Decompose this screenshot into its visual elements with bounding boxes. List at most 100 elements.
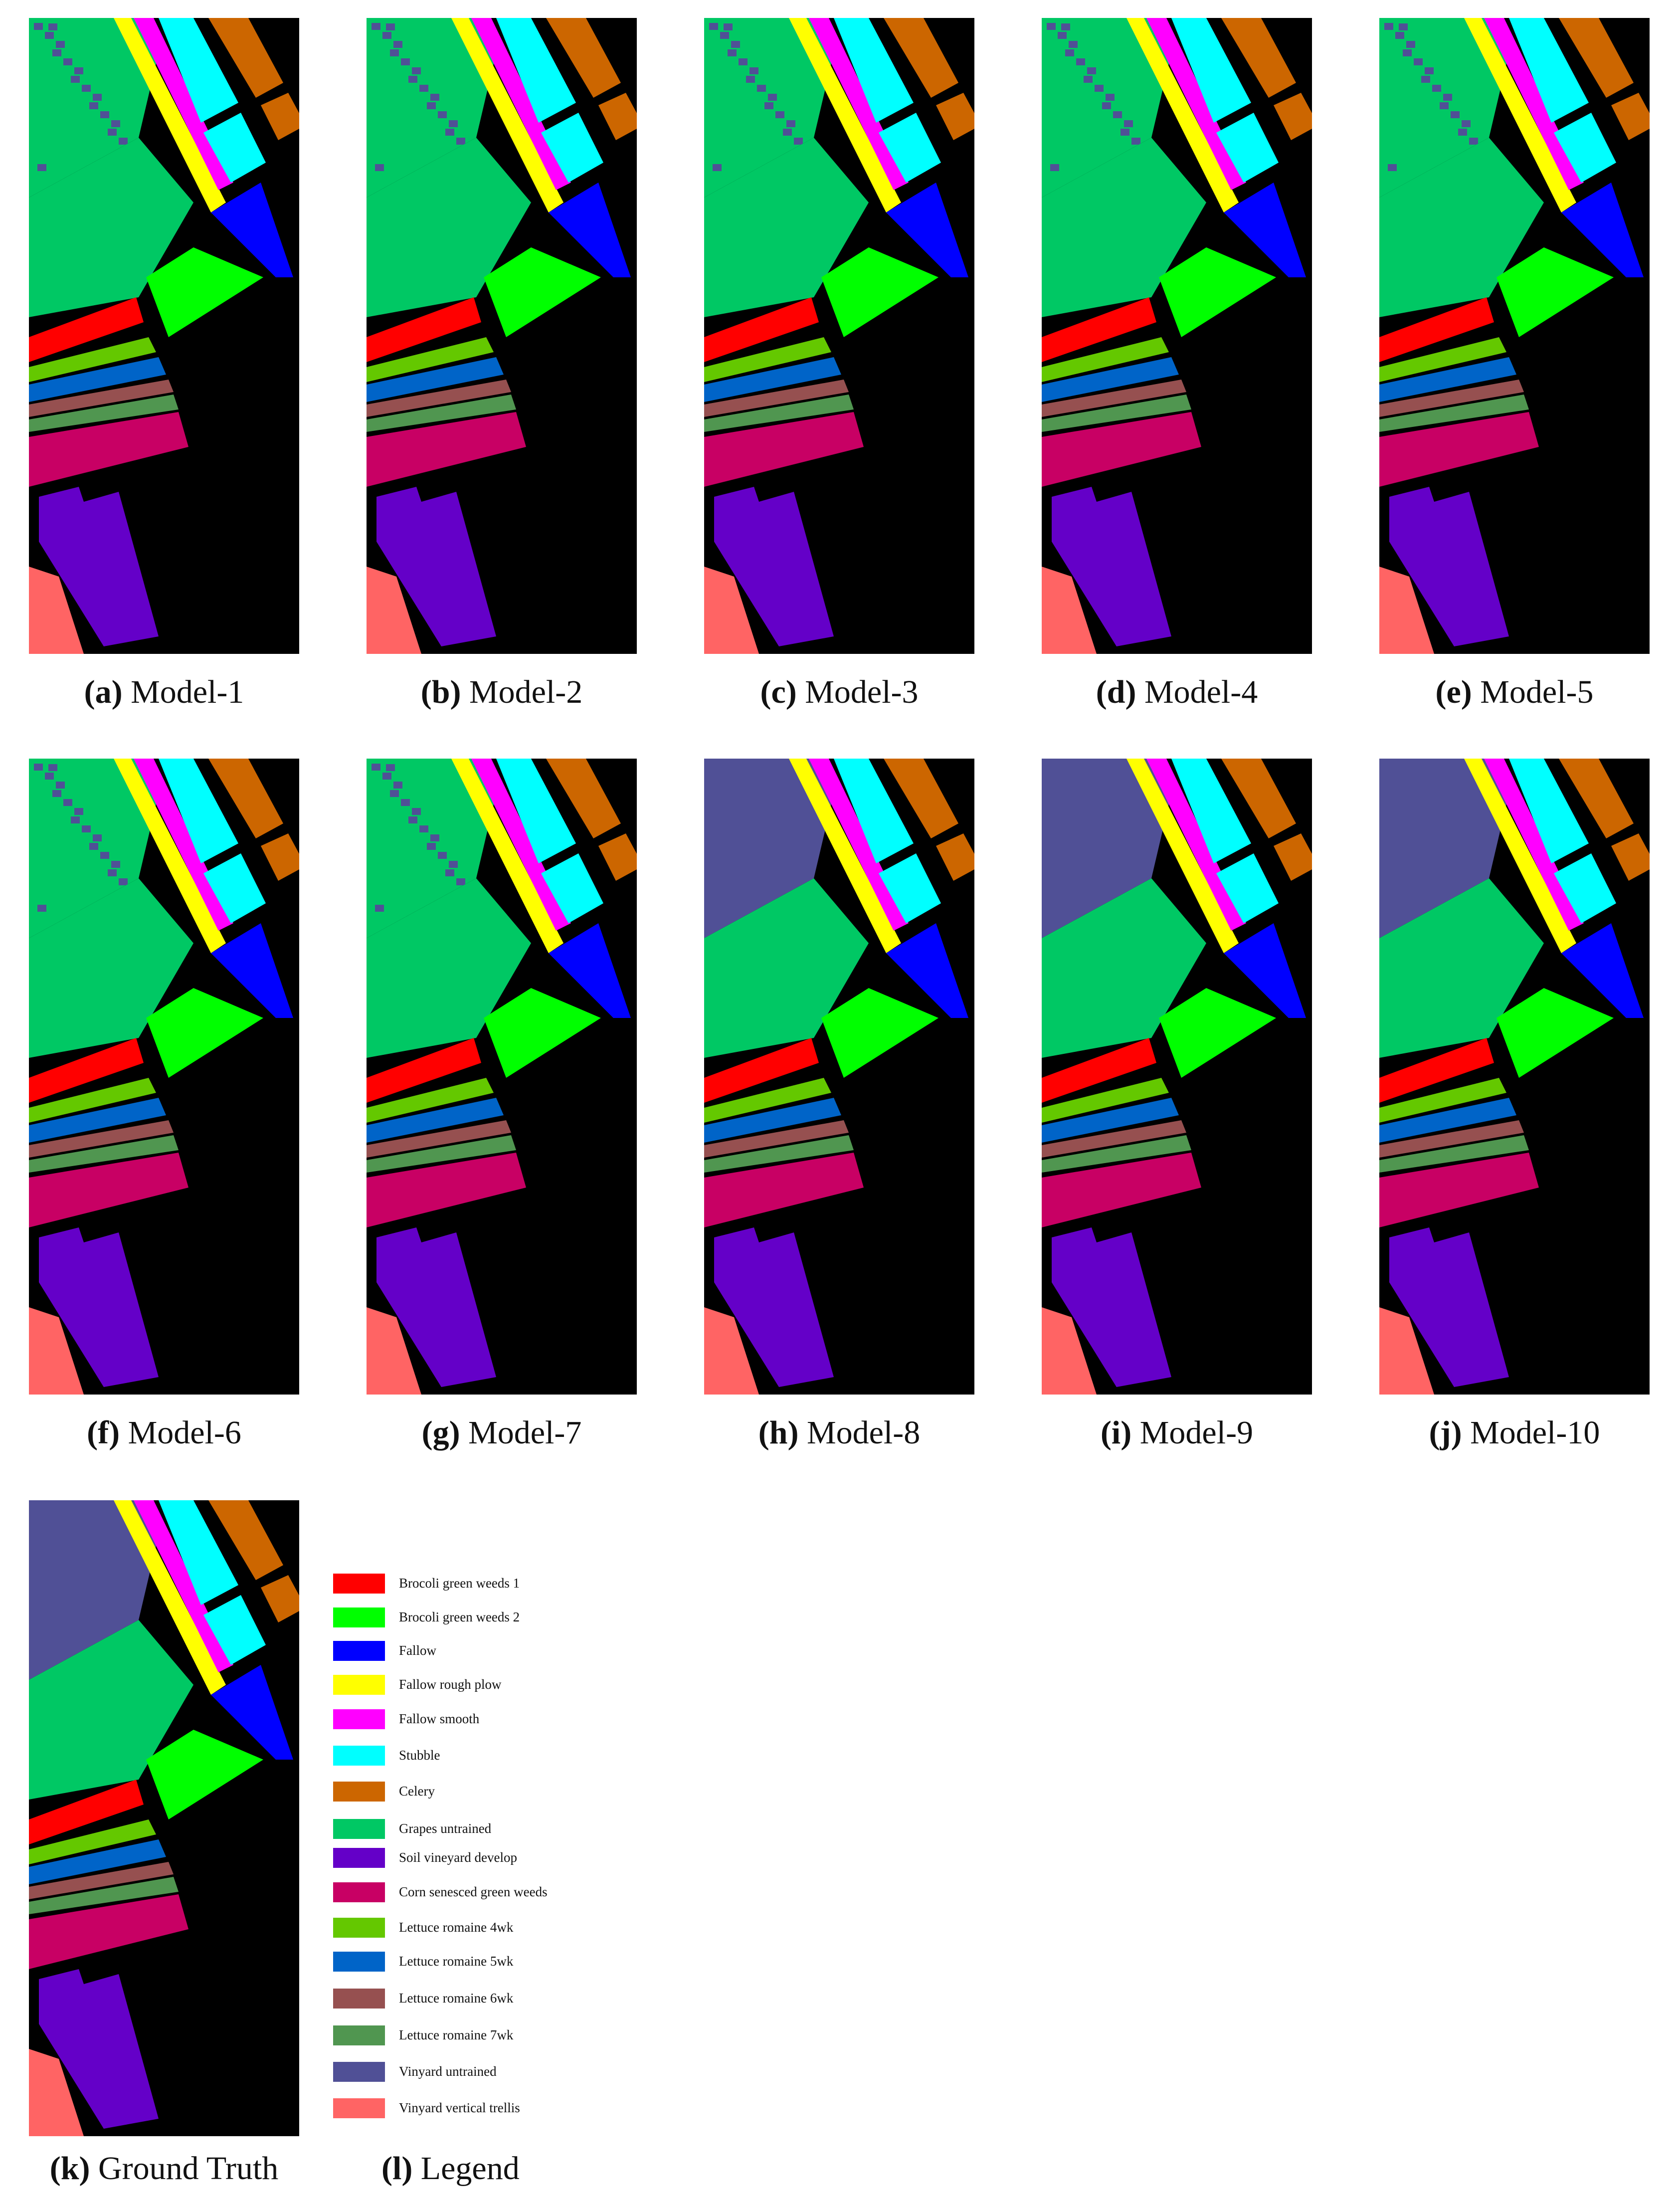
legend-item: Brocoli green weeds 2 bbox=[333, 1607, 782, 1627]
region-vinyard-untrained bbox=[704, 759, 834, 938]
region-soil-vineyard bbox=[1052, 1227, 1171, 1387]
classification-map bbox=[1379, 18, 1650, 654]
noise-patch bbox=[430, 834, 439, 841]
region-corn bbox=[704, 412, 864, 487]
panel-caption: (b) Model-2 bbox=[367, 673, 637, 711]
noise-patch bbox=[93, 94, 102, 101]
region-soil-vineyard bbox=[1389, 487, 1509, 646]
region-lettuce-6wk bbox=[29, 1862, 174, 1899]
region-lettuce-4wk bbox=[1042, 337, 1169, 382]
noise-patch bbox=[93, 834, 102, 841]
region-grapes-untrained bbox=[29, 878, 193, 1058]
caption-tag: (f) bbox=[87, 1414, 120, 1451]
region-soil-vineyard bbox=[376, 1227, 496, 1387]
region-brocoli-1 bbox=[1042, 1038, 1156, 1103]
region-stubble-2 bbox=[879, 113, 941, 183]
region-celery-1 bbox=[884, 759, 958, 838]
classification-map bbox=[367, 18, 637, 654]
region-lettuce-4wk bbox=[1379, 1078, 1506, 1123]
noise-patch bbox=[438, 111, 447, 118]
region-celery-1 bbox=[546, 759, 621, 838]
legend-item: Vinyard vertical trellis bbox=[333, 2098, 782, 2118]
region-lettuce-7wk bbox=[1042, 1135, 1191, 1173]
noise-patch bbox=[111, 120, 120, 127]
caption-tag: (a) bbox=[84, 674, 123, 710]
region-brocoli-2 bbox=[821, 247, 938, 337]
region-fallow-rough-plow bbox=[114, 18, 226, 212]
region-fallow bbox=[886, 183, 968, 277]
noise-patch bbox=[401, 799, 410, 806]
region-celery-1 bbox=[1559, 759, 1634, 838]
region-lettuce-5wk bbox=[1042, 357, 1179, 402]
region-brocoli-2 bbox=[1159, 988, 1276, 1078]
region-vinyard-trellis bbox=[1379, 567, 1434, 654]
noise-patch bbox=[728, 49, 737, 56]
region-vinyard-untrained bbox=[1042, 759, 1171, 938]
region-fallow-rough-plow bbox=[1464, 759, 1576, 953]
region-stubble-1 bbox=[159, 1500, 238, 1605]
caption-tag: (h) bbox=[758, 1414, 799, 1451]
noise-patch bbox=[1421, 76, 1430, 83]
map-svg bbox=[367, 759, 637, 1395]
region-celery-2 bbox=[936, 833, 974, 881]
region-stubble-2 bbox=[541, 113, 603, 183]
noise-patch bbox=[1451, 111, 1460, 118]
noise-patch bbox=[427, 843, 436, 850]
region-celery-2 bbox=[261, 93, 299, 140]
noise-patch bbox=[100, 111, 109, 118]
legend-label: Corn senesced green weeds bbox=[399, 1884, 548, 1899]
region-brocoli-2 bbox=[821, 988, 938, 1078]
noise-patch bbox=[731, 41, 740, 48]
region-fallow-rough-plow bbox=[451, 759, 563, 953]
region-grapes-untrained bbox=[704, 138, 869, 317]
region-brocoli-1 bbox=[29, 1780, 144, 1844]
noise-patch bbox=[45, 32, 54, 39]
noise-patch bbox=[456, 138, 465, 145]
noise-patch bbox=[63, 58, 72, 65]
region-lettuce-7wk bbox=[1379, 395, 1529, 432]
region-fallow-smooth bbox=[134, 759, 233, 931]
legend-label: Fallow bbox=[399, 1643, 437, 1658]
noise-patch bbox=[56, 41, 65, 48]
caption-label: Model-5 bbox=[1480, 674, 1594, 710]
caption-label: Model-3 bbox=[805, 674, 919, 710]
region-fallow-smooth bbox=[471, 18, 571, 190]
region-celery-2 bbox=[261, 833, 299, 881]
noise-patch bbox=[48, 23, 57, 30]
region-fallow-rough-plow bbox=[114, 1500, 226, 1695]
region-grapes-untrained bbox=[29, 138, 193, 317]
region-brocoli-2 bbox=[484, 988, 601, 1078]
noise-patch bbox=[1061, 23, 1070, 30]
region-lettuce-4wk bbox=[367, 337, 494, 382]
region-lettuce-7wk bbox=[1042, 395, 1191, 432]
region-lettuce-5wk bbox=[704, 1098, 841, 1143]
noise-patch bbox=[56, 782, 65, 789]
region-stubble-1 bbox=[496, 759, 576, 863]
noise-patch bbox=[74, 808, 83, 815]
region-fallow-rough-plow bbox=[451, 18, 563, 212]
caption-tag: (i) bbox=[1100, 1414, 1132, 1451]
legend-swatch bbox=[333, 1918, 385, 1938]
noise-patch bbox=[375, 164, 384, 171]
region-corn bbox=[29, 1894, 188, 1969]
region-celery-1 bbox=[208, 1500, 283, 1580]
noise-patch bbox=[108, 869, 117, 876]
region-lettuce-5wk bbox=[1379, 357, 1516, 402]
region-lettuce-5wk bbox=[1379, 1098, 1516, 1143]
region-fallow bbox=[549, 923, 631, 1018]
noise-patch bbox=[1469, 138, 1478, 145]
noise-patch bbox=[430, 94, 439, 101]
region-fallow-smooth bbox=[1484, 759, 1584, 931]
region-fallow bbox=[1561, 183, 1644, 277]
caption-tag: (j) bbox=[1429, 1414, 1462, 1451]
region-celery-2 bbox=[1611, 833, 1650, 881]
region-brocoli-2 bbox=[1159, 247, 1276, 337]
region-brocoli-1 bbox=[367, 297, 481, 362]
legend-swatch bbox=[333, 2098, 385, 2118]
noise-patch bbox=[393, 41, 402, 48]
noise-patch bbox=[386, 764, 395, 771]
region-grapes-untrained bbox=[1379, 138, 1544, 317]
region-brocoli-1 bbox=[29, 1038, 144, 1103]
caption-tag: (c) bbox=[760, 674, 797, 710]
noise-patch bbox=[1065, 49, 1074, 56]
